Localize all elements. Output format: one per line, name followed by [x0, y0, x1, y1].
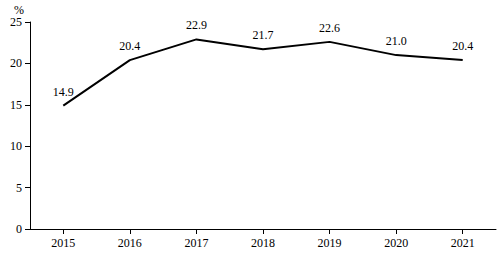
svg-text:14.9: 14.9: [53, 85, 74, 99]
svg-text:2016: 2016: [118, 236, 142, 250]
svg-text:22.9: 22.9: [186, 18, 207, 32]
svg-text:0: 0: [16, 222, 22, 236]
svg-text:2015: 2015: [51, 236, 75, 250]
svg-text:22.6: 22.6: [319, 21, 340, 35]
svg-text:10: 10: [10, 139, 22, 153]
svg-text:15: 15: [10, 98, 22, 112]
svg-text:21.0: 21.0: [386, 34, 407, 48]
svg-text:20: 20: [10, 56, 22, 70]
svg-text:2019: 2019: [318, 236, 342, 250]
svg-text:2018: 2018: [251, 236, 275, 250]
svg-text:20.4: 20.4: [119, 39, 140, 53]
svg-text:2017: 2017: [184, 236, 208, 250]
svg-text:2020: 2020: [384, 236, 408, 250]
svg-text:21.7: 21.7: [253, 28, 274, 42]
svg-text:25: 25: [10, 15, 22, 29]
svg-text:5: 5: [16, 181, 22, 195]
svg-text:2021: 2021: [451, 236, 475, 250]
svg-text:20.4: 20.4: [452, 39, 473, 53]
